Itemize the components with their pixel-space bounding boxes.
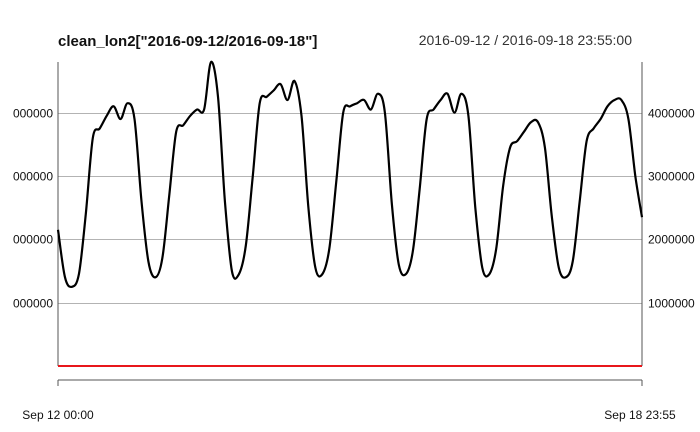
y-tick-label-right: 3000000 (648, 170, 695, 184)
y-tick-label-right: 2000000 (648, 233, 695, 247)
x-tick-label-end: Sep 18 23:55 (604, 408, 676, 422)
y-tick-label-left: 000000 (13, 170, 53, 184)
y-tick-label-right: 4000000 (648, 107, 695, 121)
chart-title: clean_lon2["2016-09-12/2016-09-18"] (58, 33, 317, 50)
y-tick-labels: 000000 000000 000000 000000 1000000 2000000 30… (13, 107, 695, 311)
x-tick-label-start: Sep 12 00:00 (22, 408, 94, 422)
series-layer (58, 62, 642, 366)
y-tick-label-left: 000000 (13, 297, 53, 311)
date-range-label: 2016-09-12 / 2016-09-18 23:55:00 (419, 32, 632, 48)
y-tick-label-right: 1000000 (648, 297, 695, 311)
series-line-main (58, 62, 642, 287)
y-tick-label-left: 000000 (13, 233, 53, 247)
y-tick-label-left: 000000 (13, 107, 53, 121)
grid-lines (58, 114, 642, 304)
